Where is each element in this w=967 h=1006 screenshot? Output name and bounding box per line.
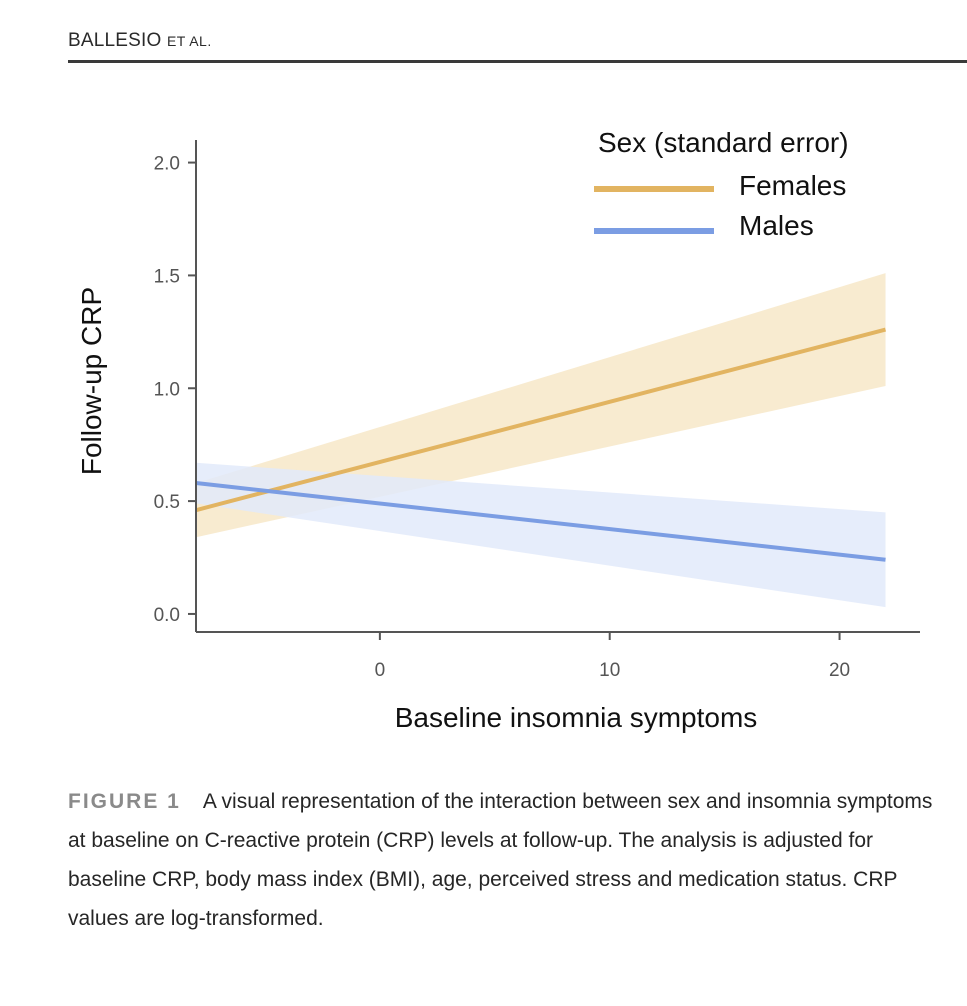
figure-caption-text: A visual representation of the interacti… <box>68 790 933 930</box>
y-tick-label: 2.0 <box>154 154 180 175</box>
chart-legend: Sex (standard error) Females Males <box>594 127 849 241</box>
legend-label-males: Males <box>739 210 814 241</box>
series-line-females <box>195 327 887 513</box>
legend-label-females: Females <box>739 170 846 201</box>
running-head: BALLESIO ET AL. <box>68 30 212 52</box>
x-ticks: 0 10 20 <box>375 632 850 681</box>
running-head-author: BALLESIO <box>68 30 162 51</box>
series-lines <box>195 327 887 562</box>
se-band-males <box>196 462 886 608</box>
chart-axes <box>195 140 920 633</box>
legend-title: Sex (standard error) <box>598 127 849 158</box>
x-axis-label: Baseline insomnia symptoms <box>395 702 758 733</box>
se-band-females <box>196 273 886 538</box>
y-tick-label: 1.5 <box>154 266 180 287</box>
y-axis-label: Follow-up CRP <box>76 287 107 475</box>
series-line-males <box>195 481 886 562</box>
y-tick-label: 0.0 <box>154 605 180 626</box>
figure-label: FIGURE 1 <box>68 790 181 813</box>
confidence-bands <box>196 273 886 608</box>
y-ticks: 0.0 0.5 1.0 1.5 2.0 <box>154 154 196 626</box>
x-tick-label: 20 <box>829 660 850 681</box>
y-tick-label: 1.0 <box>154 379 180 400</box>
header-rule <box>68 60 967 63</box>
running-head-etal: ET AL. <box>166 33 212 49</box>
x-tick-label: 10 <box>599 660 620 681</box>
figure-chart: 0.0 0.5 1.0 1.5 2.0 0 10 20 Follow-up CRP Base… <box>76 127 920 733</box>
x-tick-label: 0 <box>375 660 386 681</box>
y-tick-label: 0.5 <box>154 492 180 513</box>
